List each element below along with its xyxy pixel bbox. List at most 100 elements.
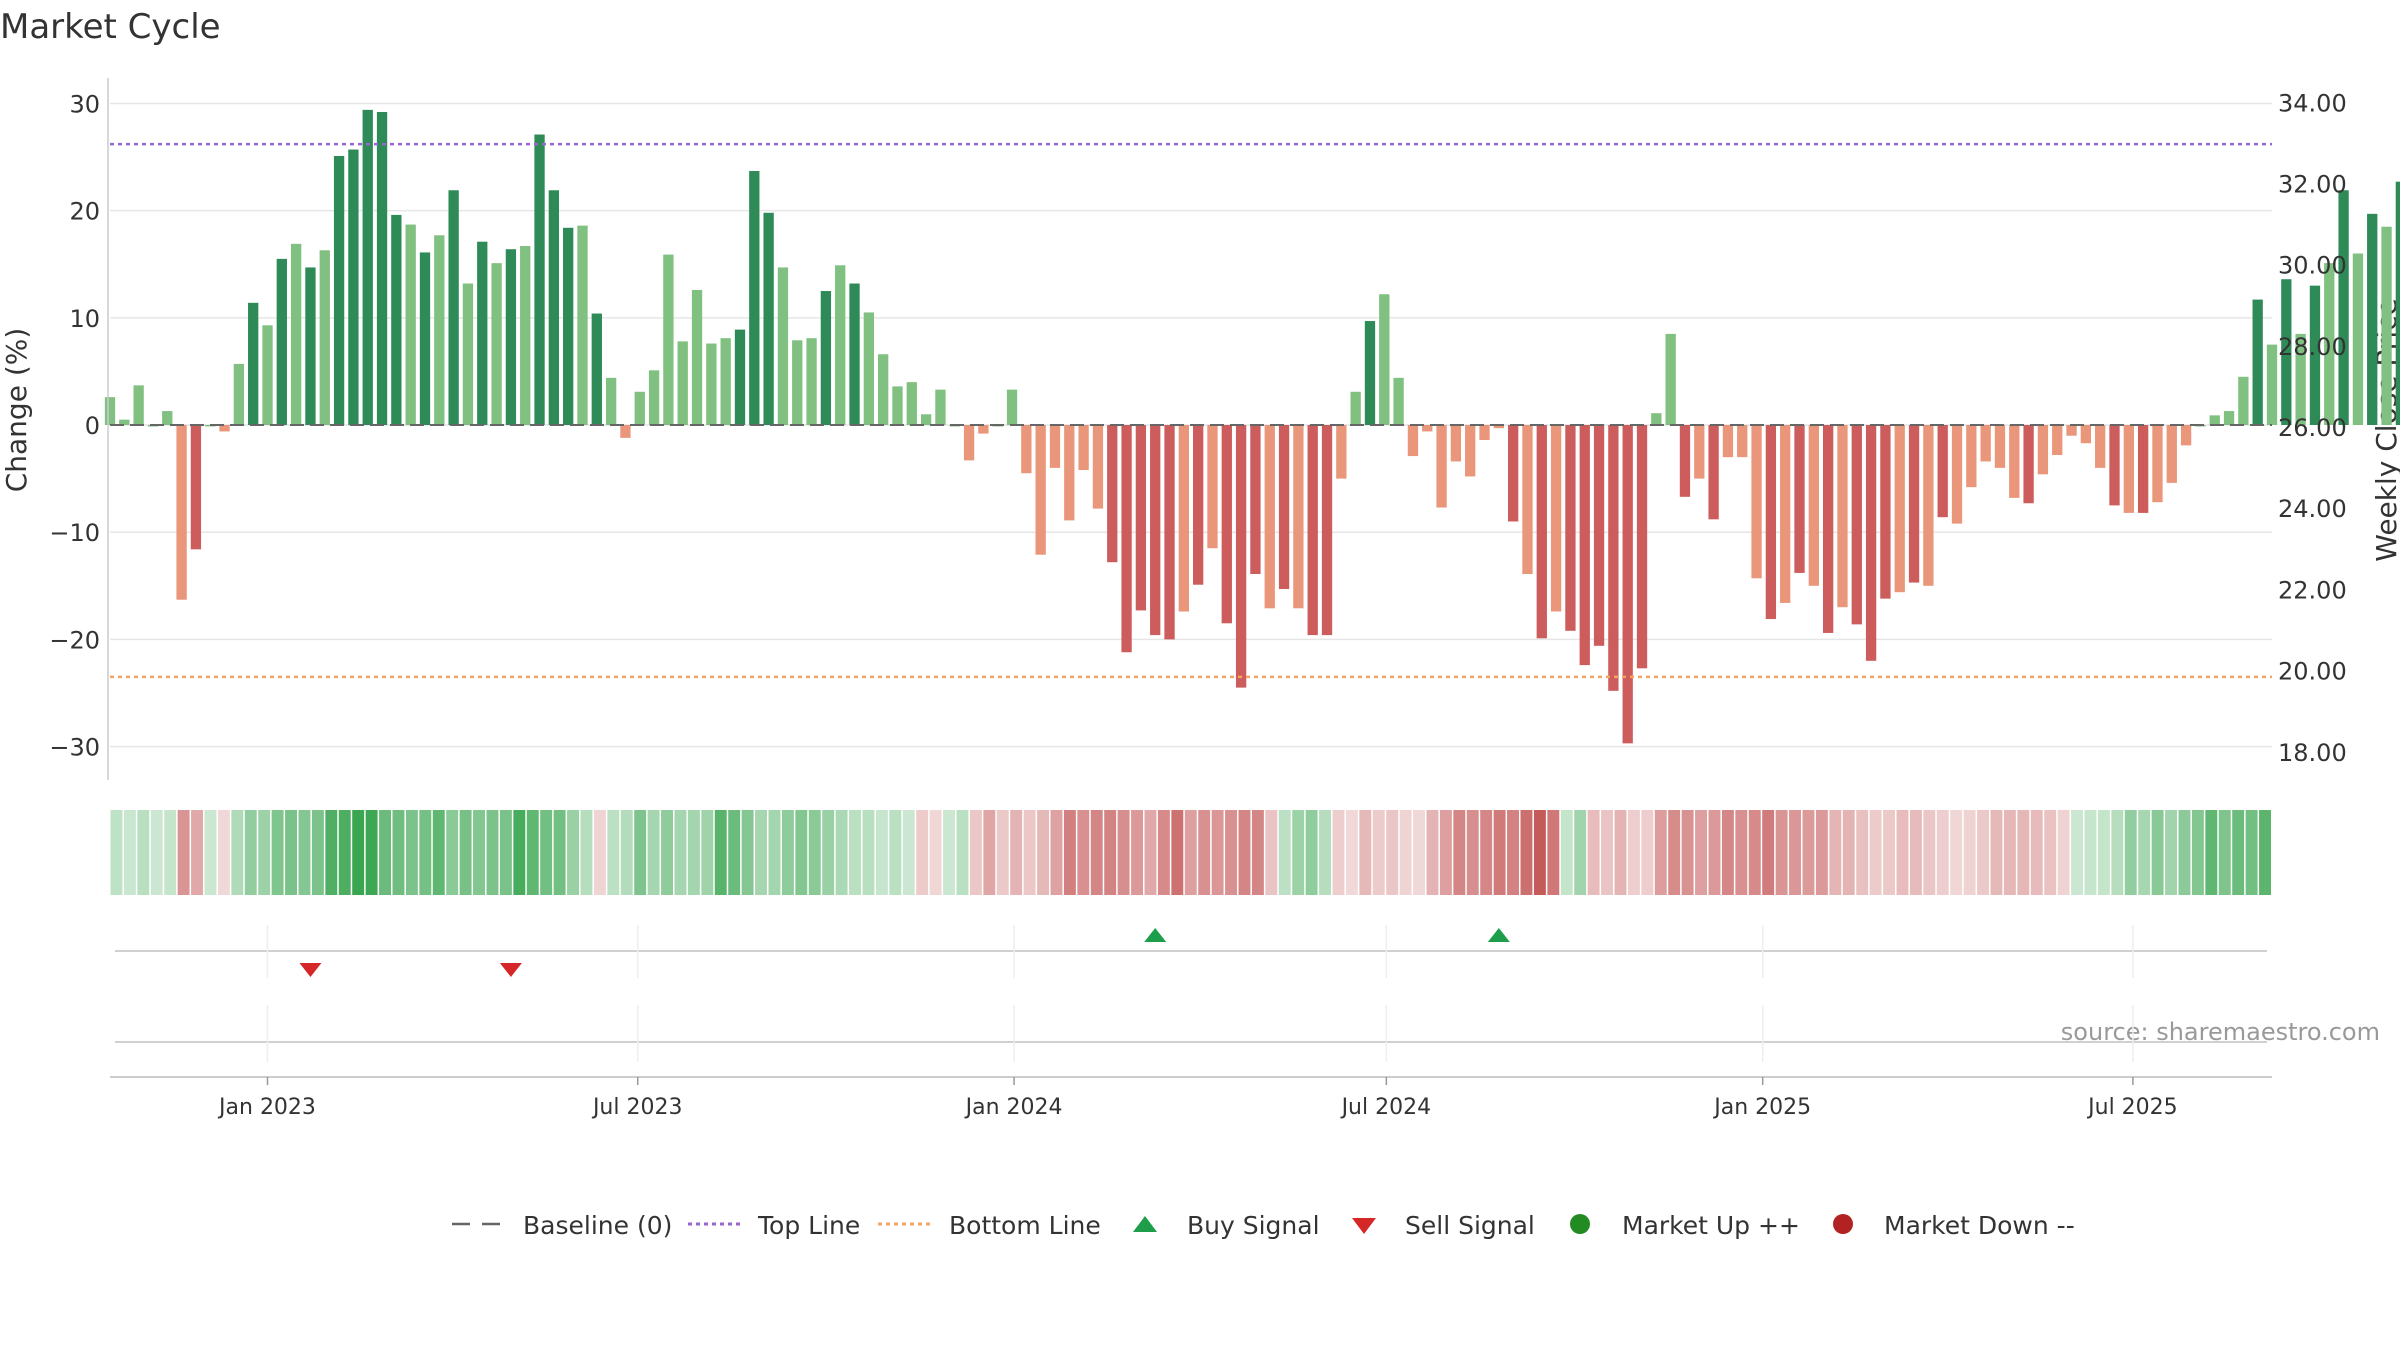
change-bar [1135,425,1147,611]
change-bar [1651,413,1662,425]
heat-cell [849,810,861,895]
heat-cell [1399,810,1412,895]
change-bar [878,354,889,425]
change-bar [434,235,445,425]
heat-cell [1238,810,1251,895]
heat-cell [2003,810,2016,895]
heat-cell [204,810,217,895]
legend-label: Top Line [757,1211,860,1240]
heat-cell [1614,810,1627,895]
heat-cell [486,810,499,895]
heat-cell [1990,810,2003,895]
change-bar [1737,425,1748,458]
heat-cell [513,810,526,895]
buy-signal-marker [1487,928,1510,942]
change-bar [1221,425,1232,624]
change-bar [233,363,245,425]
heat-cell [1292,810,1305,895]
change-bar [376,112,388,425]
heat-cell [1681,810,1694,895]
change-bar [362,109,373,426]
heat-cell [499,810,512,895]
change-bar [1851,425,1862,625]
y2-tick-label: 32.00 [2278,170,2347,198]
change-bar [2052,425,2063,456]
heat-cell [1319,810,1331,895]
heat-cell [1883,810,1895,895]
change-bar [491,263,502,425]
heat-cell [1090,810,1103,895]
heat-cell [1278,810,1291,895]
heat-cell [2178,810,2191,895]
change-bar [1565,425,1576,631]
heat-cell [459,810,472,895]
heat-cell [661,810,673,895]
heat-cell [1587,810,1600,895]
heat-cell [1547,810,1560,895]
x-tick-label: Jan 2023 [217,1095,316,1120]
heat-cell [2017,810,2030,895]
heat-cell [1063,810,1076,895]
change-bar [792,340,803,425]
heat-cell [728,810,741,895]
change-bar [1393,377,1404,425]
change-bar [391,214,402,425]
y-axis-label: Change (%) [0,328,33,493]
x-tick-label: Jan 2025 [1712,1095,1811,1120]
heat-cell [1493,810,1506,895]
y2-tick-label: 26.00 [2278,414,2347,442]
y2-tick-label: 22.00 [2278,576,2347,604]
heat-cell [687,810,700,895]
heat-cell [1265,810,1278,895]
heat-cell [2245,810,2258,895]
change-bar [333,155,345,425]
change-bar [348,149,359,425]
change-bar [462,283,474,425]
heat-cell [1453,810,1466,895]
heat-cell [164,810,177,895]
heat-cell [2191,810,2204,895]
change-bar [1808,425,1819,586]
change-bar [276,258,287,425]
legend-label: Market Down -- [1884,1211,2075,1240]
heat-cell [1896,810,1909,895]
heat-cell [1560,810,1573,895]
change-bar [1522,425,1533,574]
heat-cell [2030,810,2043,895]
heat-cell [902,810,915,895]
heat-cell [1936,810,1949,895]
y2-tick-label: 18.00 [2278,739,2347,767]
heat-cell [553,810,566,895]
change-bar [1536,425,1547,639]
change-bar [1550,425,1562,612]
heat-cell [2071,810,2083,895]
y-tick-label: −30 [49,734,100,762]
change-bar [663,254,674,425]
y2-tick-label: 28.00 [2278,333,2347,361]
change-bar [1207,425,1218,549]
heat-cell [1574,810,1587,895]
heat-cell [2259,810,2271,895]
heat-cell [701,810,714,895]
heat-cell [1211,810,1224,895]
heat-cell [217,810,230,895]
legend-circle-red-icon [1833,1214,1853,1234]
change-bar [520,245,531,425]
heat-cell [593,810,606,895]
change-bar [2066,425,2077,436]
change-bar [405,224,416,425]
heat-cell [2111,810,2124,895]
heat-cell [1789,810,1801,895]
change-bar [806,338,817,425]
legend-triangle-up-icon [1133,1216,1157,1232]
heat-cell [2232,810,2245,895]
change-bar [1422,425,1433,432]
heat-cell [1856,810,1869,895]
heat-cell [916,810,929,895]
change-bar [1307,425,1318,636]
change-bar [2109,425,2120,506]
change-bar [1035,425,1046,555]
heat-cell [244,810,257,895]
change-bar [1593,425,1605,646]
change-bar [2338,190,2349,425]
